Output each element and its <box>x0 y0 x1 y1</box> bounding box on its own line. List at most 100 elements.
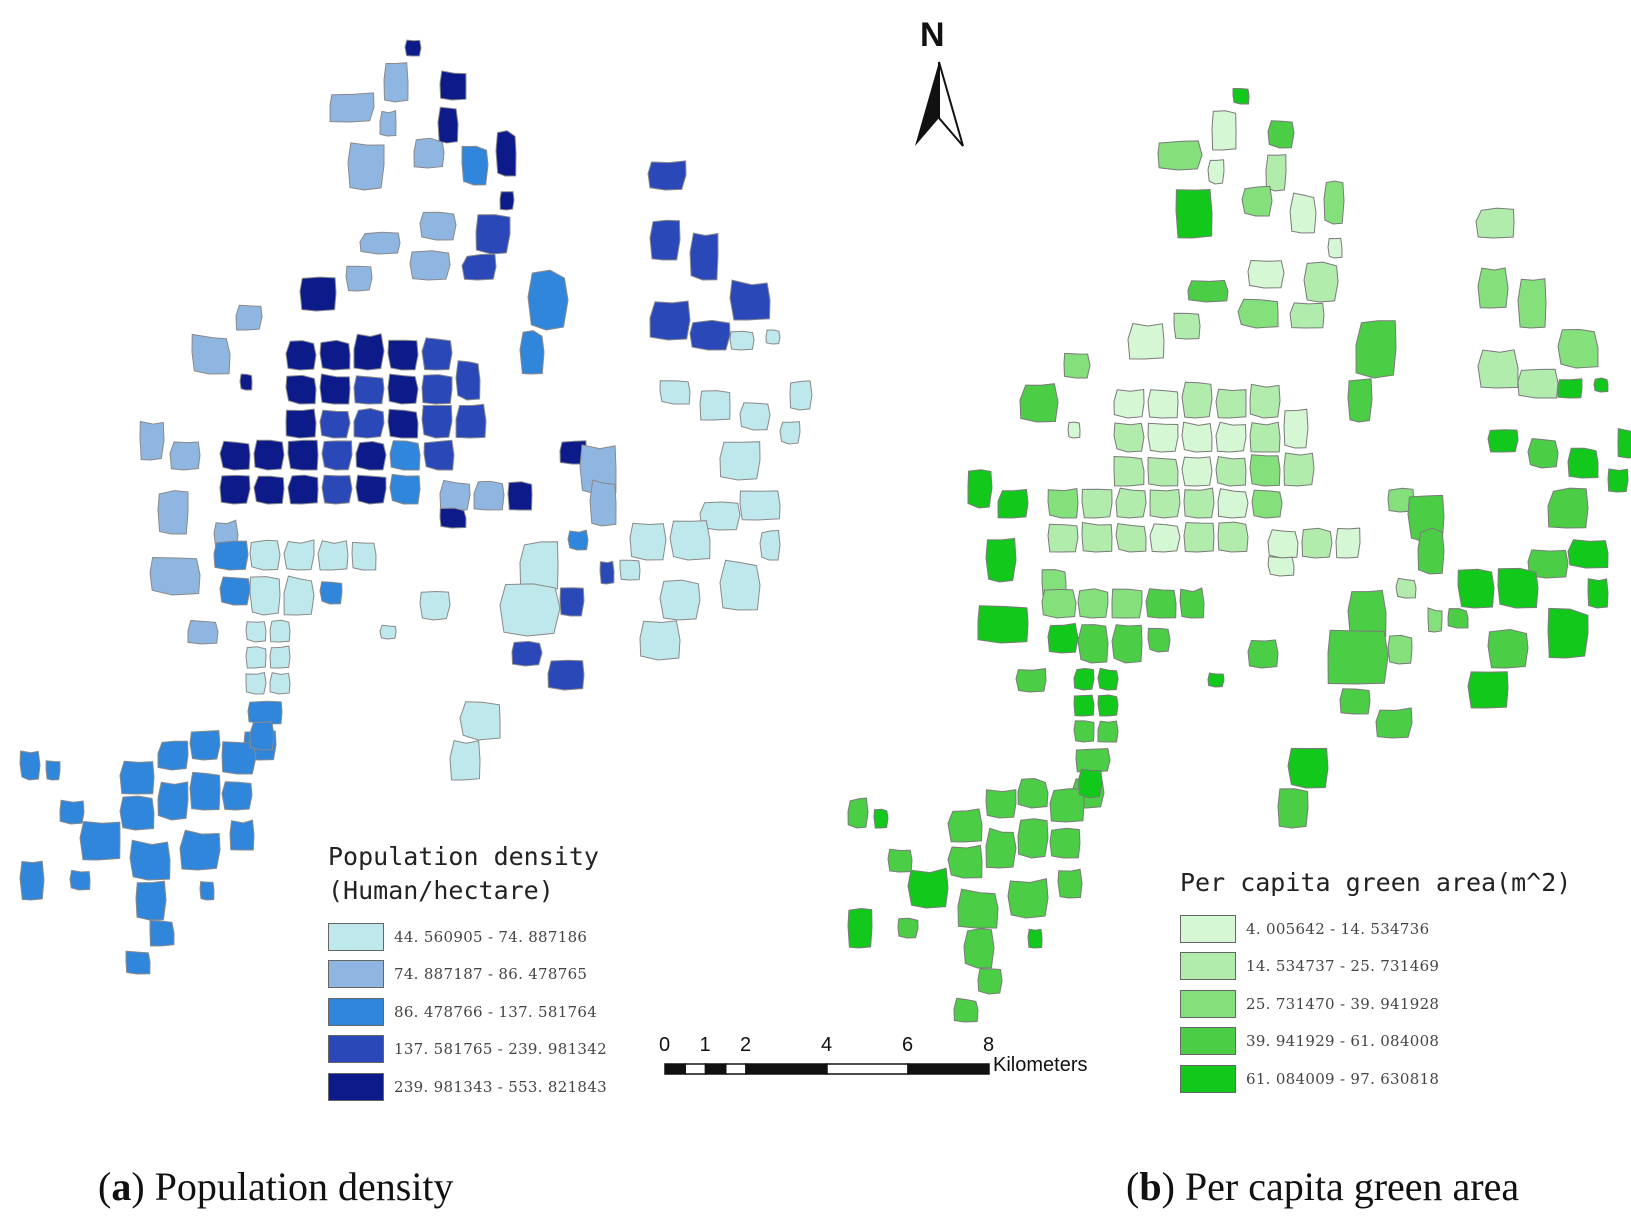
green-area-parcel <box>1355 320 1397 379</box>
density-parcel <box>353 407 385 439</box>
density-parcel <box>739 402 771 431</box>
green-area-parcel <box>1557 328 1599 369</box>
green-area-parcel <box>1149 523 1181 553</box>
legend-swatch <box>328 922 384 951</box>
green-area-parcel <box>1232 87 1250 105</box>
density-parcel <box>253 475 285 505</box>
density-parcel <box>459 701 501 741</box>
green-area-parcel <box>1323 180 1345 225</box>
density-parcel <box>299 276 337 312</box>
green-area-parcel <box>967 469 993 509</box>
green-area-parcel <box>1115 487 1147 519</box>
green-area-parcel <box>1173 312 1201 340</box>
scale-segment <box>664 1063 686 1075</box>
green-area-parcel <box>1215 456 1247 487</box>
density-parcel <box>499 191 515 211</box>
caption-b-text: Per capita green area <box>1184 1164 1520 1209</box>
green-area-parcel <box>1267 120 1295 149</box>
green-area-parcel <box>1175 188 1213 239</box>
density-parcel <box>157 781 189 821</box>
green-area-parcel <box>985 537 1017 583</box>
green-area-parcel <box>1283 452 1315 487</box>
density-parcel <box>719 441 761 481</box>
green-area-parcel <box>1047 488 1079 519</box>
density-parcel <box>229 819 255 851</box>
green-area-parcel <box>953 997 979 1023</box>
density-parcel <box>219 576 251 606</box>
green-area-map <box>847 87 1631 1023</box>
green-area-parcel <box>997 489 1029 519</box>
density-parcel <box>287 474 319 505</box>
density-legend-class-2: 74. 887187 - 86. 478765 <box>328 956 607 994</box>
scale-tick-label: 1 <box>699 1034 711 1056</box>
green-legend-class-3: 25. 731470 - 39. 941928 <box>1180 985 1571 1023</box>
density-parcel <box>269 672 291 695</box>
density-parcel <box>455 403 487 439</box>
green-area-parcel <box>1183 522 1215 553</box>
green-area-parcel <box>1617 427 1631 459</box>
density-parcel <box>547 659 585 691</box>
legend-swatch <box>328 960 384 989</box>
green-area-parcel <box>1077 624 1109 664</box>
density-parcel <box>461 145 489 186</box>
legend-swatch <box>1180 1027 1236 1056</box>
scale-segment <box>704 1063 727 1075</box>
density-parcel <box>507 481 533 511</box>
density-parcel <box>567 529 589 551</box>
green-area-parcel <box>1047 622 1079 654</box>
density-parcel <box>321 440 353 471</box>
green-area-parcel <box>873 808 889 829</box>
density-parcel <box>439 479 471 511</box>
density-parcel <box>269 645 291 669</box>
green-area-parcel <box>1207 672 1225 688</box>
green-area-parcel <box>1049 788 1085 823</box>
green-area-parcel <box>1477 349 1519 389</box>
legend-range-label: 74. 887187 - 86. 478765 <box>394 965 588 984</box>
green-area-parcel <box>1487 429 1519 453</box>
density-parcel <box>149 919 175 947</box>
density-parcel <box>189 729 221 761</box>
legend-swatch <box>1180 952 1236 981</box>
density-parcel <box>639 620 681 661</box>
green-area-parcel <box>1517 368 1559 399</box>
density-legend-class-1: 44. 560905 - 74. 887186 <box>328 918 607 956</box>
legend-range-label: 86. 478766 - 137. 581764 <box>394 1002 598 1021</box>
density-parcel <box>319 373 351 405</box>
density-parcel <box>139 420 165 461</box>
density-parcel <box>419 211 457 241</box>
green-area-parcel <box>1217 488 1249 519</box>
green-area-parcel <box>1457 568 1495 609</box>
density-parcel <box>245 646 267 669</box>
density-parcel <box>19 860 45 901</box>
green-area-parcel <box>1147 627 1171 653</box>
density-parcel <box>221 781 253 811</box>
legend-range-label: 4. 005642 - 14. 534736 <box>1246 919 1430 938</box>
density-parcel <box>669 520 711 561</box>
density-parcel <box>689 319 731 351</box>
caption-a-letter: a <box>111 1164 132 1209</box>
green-legend-class-5: 61. 084009 - 97. 630818 <box>1180 1060 1571 1098</box>
density-parcel <box>221 741 257 775</box>
density-parcel <box>187 619 219 645</box>
green-area-parcel <box>1335 527 1361 559</box>
green-area-parcel <box>1527 438 1559 469</box>
green-area-parcel <box>1081 488 1113 519</box>
density-parcel <box>379 624 397 640</box>
density-parcel <box>759 529 781 561</box>
density-parcel <box>359 231 401 255</box>
density-parcel <box>559 587 585 617</box>
green-area-parcel <box>1113 388 1145 419</box>
green-area-parcel <box>1015 668 1047 693</box>
density-legend-class-4: 137. 581765 - 239. 981342 <box>328 1031 607 1069</box>
scale-tick-label: 0 <box>659 1034 671 1056</box>
green-area-parcel <box>1289 302 1325 329</box>
density-parcel <box>269 619 291 643</box>
density-parcel <box>439 507 467 529</box>
green-area-parcel <box>1607 468 1629 493</box>
density-parcel <box>439 70 467 101</box>
green-area-parcel <box>1147 422 1179 453</box>
green-area-parcel <box>1387 634 1413 665</box>
density-parcel <box>149 556 201 596</box>
density-parcel <box>219 440 251 471</box>
green-area-parcel <box>1567 447 1599 479</box>
